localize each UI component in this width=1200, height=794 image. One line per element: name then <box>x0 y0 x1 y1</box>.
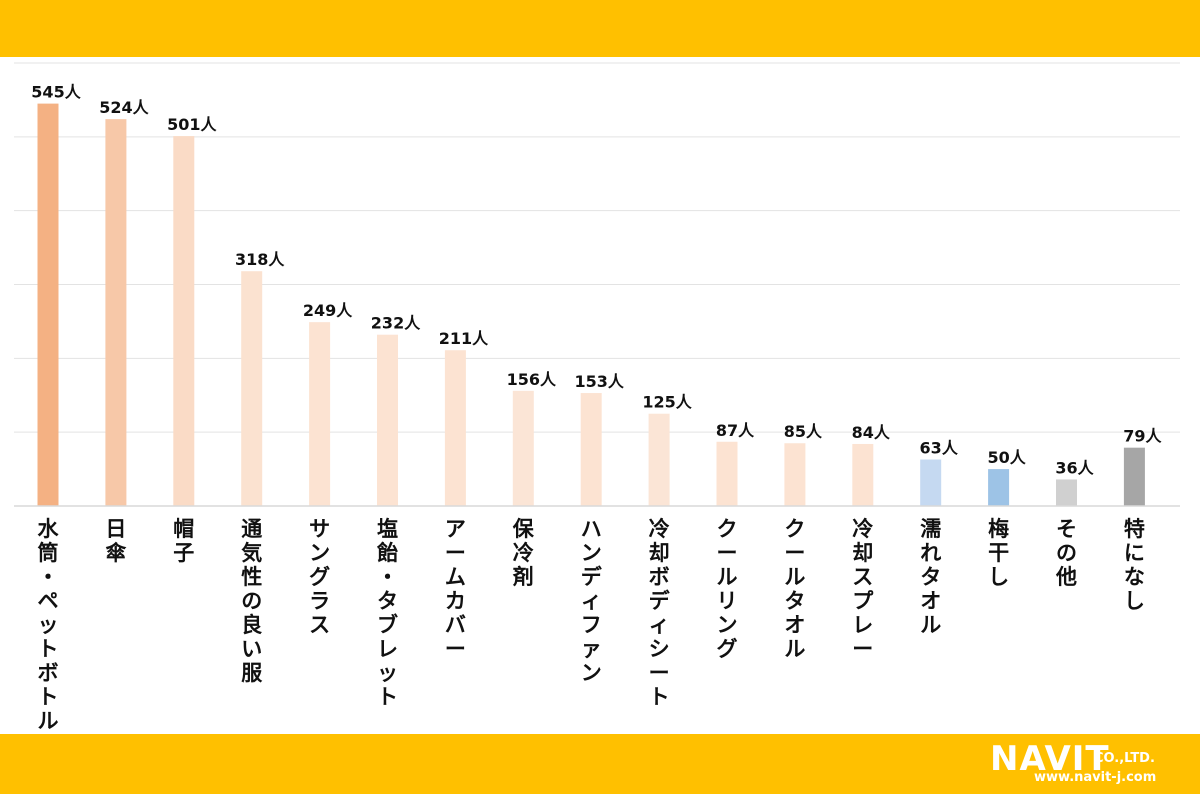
bar-chart: 545人 524人 501人 318人 249人 232人 211人 156人 153人 125人… <box>14 62 1180 733</box>
top-banner <box>0 0 1200 57</box>
category-label: 濡れタオル <box>920 517 941 637</box>
category-label: 帽子 <box>173 517 194 565</box>
bar <box>648 413 670 506</box>
bar <box>716 441 738 506</box>
bar-value-label: 79人 <box>1123 427 1162 446</box>
category-label: 保冷剤 <box>512 517 535 589</box>
category-label: 特になし <box>1124 517 1145 613</box>
logo-url: www.navit-j.com <box>1034 770 1157 785</box>
category-label: その他 <box>1055 517 1077 589</box>
bar-value-label: 50人 <box>987 448 1026 467</box>
bar <box>580 393 602 506</box>
bar-value-label: 36人 <box>1055 458 1094 477</box>
bar-value-label: 545人 <box>31 83 81 102</box>
bar <box>105 119 127 506</box>
category-label: サングラス <box>309 517 330 637</box>
bar-value-label: 318人 <box>235 250 285 269</box>
bar <box>1123 447 1145 506</box>
category-label: 塩飴・タブレット <box>376 517 398 709</box>
bar <box>241 271 263 506</box>
category-label: ハンディファン <box>581 517 603 685</box>
category-label: 冷却スプレー <box>852 517 874 661</box>
bar <box>852 443 874 506</box>
bar-value-label: 87人 <box>716 421 755 440</box>
gridlines <box>14 62 1180 433</box>
bar-value-label: 63人 <box>920 438 959 457</box>
bottom-banner <box>0 734 1200 794</box>
bar <box>784 443 806 506</box>
bar <box>377 334 398 506</box>
category-label: 冷却ボディシート <box>649 517 671 709</box>
category-label: 水筒・ペットボトル <box>38 517 60 733</box>
bar-value-label: 84人 <box>852 423 891 442</box>
bar-value-label: 156人 <box>507 370 557 389</box>
bar <box>512 390 534 506</box>
bars <box>37 103 1145 506</box>
bar-value-label: 249人 <box>303 301 353 320</box>
navit-logo: NAVIT CO.,LTD. www.navit-j.com <box>990 742 1186 786</box>
bar-value-label: 85人 <box>784 422 823 441</box>
bar-value-label: 125人 <box>642 393 692 412</box>
bar-value-label: 211人 <box>439 329 489 348</box>
bar-value-label: 153人 <box>574 372 624 391</box>
category-label: 日傘 <box>105 517 127 565</box>
logo-name: NAVIT <box>990 739 1110 779</box>
category-label: アームカバー <box>445 517 466 661</box>
bar <box>173 136 195 506</box>
bar-value-label: 501人 <box>167 115 217 134</box>
bar-value-label: 232人 <box>371 314 421 333</box>
bar-value-label: 524人 <box>99 98 149 117</box>
bar <box>988 469 1010 506</box>
category-label: 通気性の良い服 <box>241 517 263 685</box>
bar <box>444 350 466 506</box>
bar <box>37 103 59 506</box>
value-labels: 545人 524人 501人 318人 249人 232人 211人 156人 153人 125人… <box>31 83 1162 478</box>
logo-company: CO.,LTD. <box>1094 751 1155 766</box>
category-label: 梅干し <box>988 517 1009 589</box>
bar <box>309 322 331 506</box>
bar <box>920 459 942 506</box>
category-label: クールタオル <box>784 517 805 661</box>
category-label: クールリング <box>717 517 738 661</box>
bar <box>1056 479 1077 506</box>
